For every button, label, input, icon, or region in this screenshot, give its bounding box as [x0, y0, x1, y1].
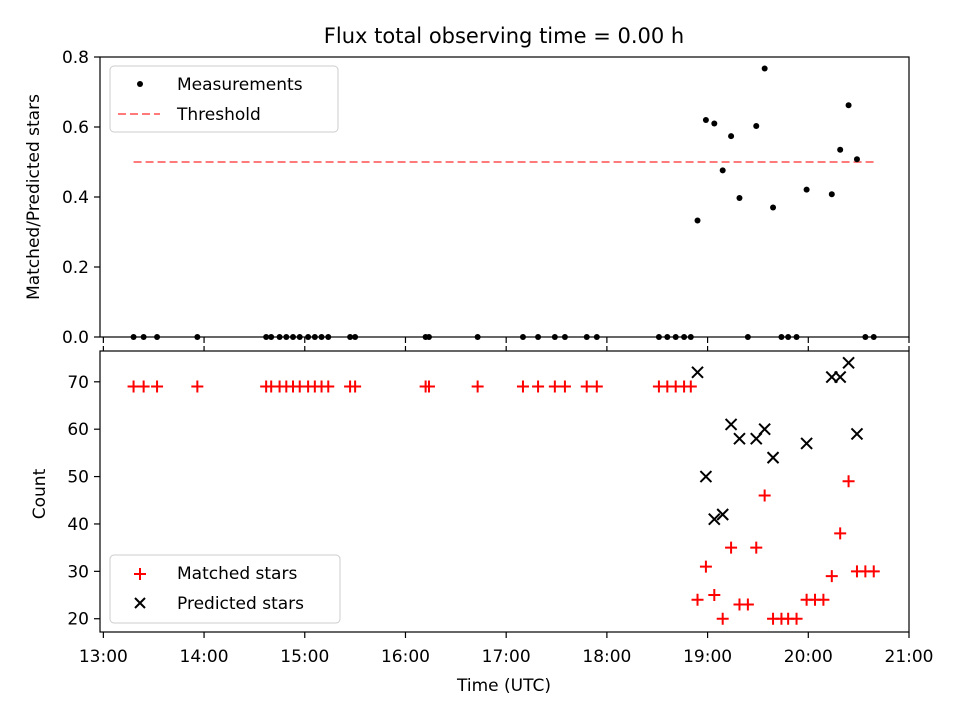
matched-star-point	[151, 380, 164, 393]
legend-measurements-label: Measurements	[177, 75, 303, 95]
top-y-tick-label: 0.8	[62, 48, 89, 68]
bottom-y-tick-label: 50	[67, 468, 89, 488]
x-tick-label: 20:00	[784, 647, 833, 667]
matched-star-point	[817, 593, 830, 606]
predicted-star-point	[758, 422, 771, 436]
matched-star-point	[825, 570, 838, 583]
matched-star-point	[725, 541, 738, 554]
x-tick-label: 18:00	[582, 647, 631, 667]
x-tick-label: 13:00	[79, 647, 128, 667]
top-y-tick-label: 0.0	[62, 328, 89, 348]
legend-matched-label: Matched stars	[177, 564, 297, 584]
top-legend: Measurements Threshold	[109, 65, 339, 133]
measurement-point	[770, 204, 777, 211]
predicted-star-point	[850, 427, 864, 441]
top-legend-box	[109, 65, 339, 133]
legend-matched-swatch	[134, 568, 146, 580]
measurement-point	[711, 120, 718, 127]
matched-star-point	[580, 380, 593, 393]
matched-star-point	[191, 380, 204, 393]
x-tick-label: 16:00	[381, 647, 430, 667]
matched-star-point	[590, 380, 603, 393]
measurement-point	[803, 186, 810, 193]
bottom-plot-panel: 13:00 14:00 15:00 16:00 17:00 18:00 19:00 20:00…	[30, 346, 934, 696]
bottom-y-tick-label: 70	[67, 373, 89, 393]
predicted-star-point	[842, 356, 855, 370]
bottom-x-axis-label: Time (UTC)	[456, 676, 551, 696]
legend-predicted-label: Predicted stars	[177, 594, 304, 614]
top-y-tick-label: 0.6	[62, 118, 89, 138]
measurement-point	[728, 133, 735, 140]
measurement-point	[828, 191, 835, 198]
matched-star-point	[758, 489, 771, 502]
matched-star-point	[684, 380, 697, 393]
matched-star-point	[790, 612, 803, 625]
matched-star-point	[322, 380, 335, 393]
matched-star-point	[558, 380, 571, 393]
matched-star-point	[716, 612, 729, 625]
matched-star-point	[127, 380, 140, 393]
bottom-plot-frame	[99, 350, 910, 633]
bottom-legend-box	[109, 554, 341, 624]
predicted-star-point	[800, 437, 813, 450]
x-tick-label: 19:00	[683, 647, 732, 667]
measurement-point	[719, 167, 726, 174]
measurement-point	[845, 102, 852, 109]
matched-star-point	[750, 541, 763, 554]
matched-star-point	[741, 598, 754, 611]
measurement-point	[837, 146, 844, 153]
predicted-star-point	[691, 366, 704, 379]
matched-star-point	[842, 475, 855, 488]
predicted-star-point	[724, 418, 738, 431]
matched-star-point	[422, 380, 435, 393]
matched-star-point	[548, 380, 561, 393]
bottom-y-tick-label: 30	[67, 562, 89, 582]
matched-star-point	[691, 593, 704, 606]
bottom-y-tick-label: 40	[67, 515, 89, 535]
bottom-plot-marks	[127, 356, 880, 625]
predicted-star-point	[699, 470, 713, 483]
top-y-axis-label: Matched/Predicted stars	[24, 94, 44, 300]
matched-star-point	[349, 380, 362, 393]
matched-star-point	[532, 380, 545, 393]
legend-measurements-swatch	[137, 81, 143, 87]
matched-star-point	[708, 589, 721, 602]
legend-predicted-swatch	[134, 597, 146, 609]
bottom-legend: Matched stars Predicted stars	[109, 554, 341, 624]
matched-star-point	[516, 380, 529, 393]
top-plot-panel: 0.00.20.40.60.8 Matched/Predicted stars …	[24, 48, 910, 348]
measurement-point	[736, 195, 743, 202]
predicted-star-point	[766, 451, 780, 464]
predicted-star-point	[833, 370, 847, 384]
predicted-star-point	[716, 508, 729, 521]
x-tick-label: 14:00	[180, 647, 229, 667]
x-tick-label: 15:00	[280, 647, 329, 667]
matched-star-point	[699, 560, 712, 573]
predicted-star-point	[733, 432, 746, 445]
top-plot-frame	[99, 56, 910, 338]
matched-star-point	[137, 380, 150, 393]
measurement-point	[694, 217, 701, 224]
top-y-tick-label: 0.4	[62, 188, 89, 208]
top-plot-axes: 0.0 0.2 0.4 0.6 0.8	[62, 48, 910, 348]
matched-star-point	[867, 565, 880, 578]
predicted-star-point	[708, 513, 721, 526]
bottom-plot-axes: 13:00 14:00 15:00 16:00 17:00 18:00 19:00 20:00…	[67, 346, 934, 667]
x-tick-label: 21:00	[885, 647, 934, 667]
measurement-point	[761, 65, 768, 72]
legend-threshold-label: Threshold	[176, 105, 261, 125]
bottom-y-tick-label: 20	[67, 610, 89, 630]
top-chart-title: Flux total observing time = 0.00 h	[324, 24, 684, 48]
measurement-point	[753, 122, 760, 129]
bottom-y-tick-label: 60	[67, 420, 89, 440]
bottom-y-axis-label: Count	[30, 468, 50, 519]
matched-star-point	[471, 380, 484, 393]
matched-star-point	[834, 527, 847, 540]
measurement-point	[702, 117, 709, 123]
x-tick-label: 17:00	[482, 647, 531, 667]
measurement-point	[853, 156, 860, 163]
top-y-tick-label: 0.2	[62, 258, 89, 278]
